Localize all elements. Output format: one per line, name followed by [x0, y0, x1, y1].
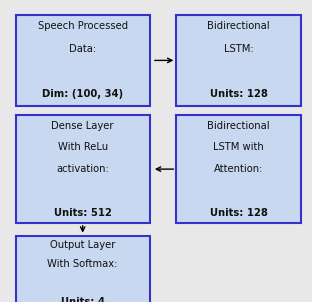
Text: With ReLu: With ReLu [58, 142, 108, 153]
Text: Output Layer: Output Layer [50, 240, 115, 250]
Text: Units: 128: Units: 128 [210, 207, 268, 218]
Text: LSTM:: LSTM: [224, 44, 253, 54]
Text: Bidirectional: Bidirectional [207, 120, 270, 131]
Text: Bidirectional: Bidirectional [207, 21, 270, 31]
FancyBboxPatch shape [16, 115, 150, 223]
FancyBboxPatch shape [176, 115, 301, 223]
Text: Dim: (100, 34): Dim: (100, 34) [42, 89, 123, 99]
FancyBboxPatch shape [16, 236, 150, 302]
Text: Units: 512: Units: 512 [54, 207, 112, 218]
Text: Data:: Data: [69, 44, 96, 54]
Text: LSTM with: LSTM with [213, 142, 264, 153]
FancyBboxPatch shape [176, 15, 301, 106]
Text: Dense Layer: Dense Layer [51, 120, 114, 131]
Text: Attention:: Attention: [214, 164, 263, 174]
FancyBboxPatch shape [16, 15, 150, 106]
Text: Units: 128: Units: 128 [210, 89, 268, 99]
Text: Units: 4: Units: 4 [61, 297, 105, 302]
Text: activation:: activation: [56, 164, 109, 174]
Text: Speech Processed: Speech Processed [38, 21, 128, 31]
Text: With Softmax:: With Softmax: [47, 259, 118, 269]
